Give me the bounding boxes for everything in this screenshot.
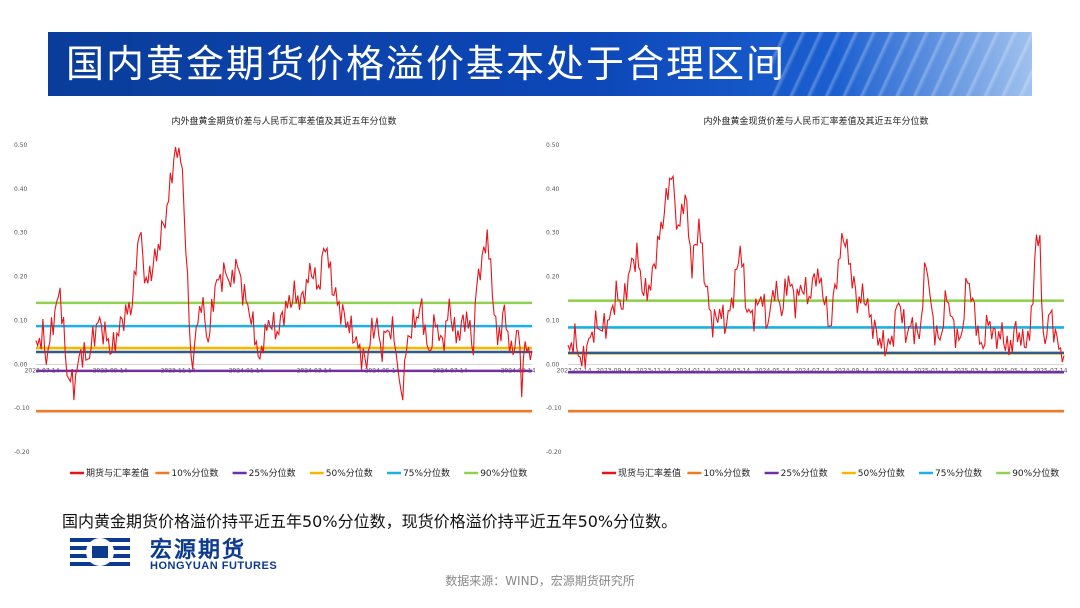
legend-label: 90%分位数 (1012, 467, 1059, 479)
x-tick-label: 2024-03-14 (715, 367, 750, 374)
y-tick-label: -0.10 (14, 405, 30, 412)
legend-label: 25%分位数 (249, 467, 296, 479)
y-tick-label: 0.00 (14, 361, 28, 368)
page-title: 国内黄金期货价格溢价基本处于合理区间 (66, 42, 787, 86)
y-tick-label: 0.50 (546, 142, 560, 149)
x-tick-label: 2024-09-14 (834, 367, 869, 374)
y-tick-label: 0.30 (546, 230, 560, 237)
legend-label: 10%分位数 (171, 467, 218, 479)
y-tick-label: 0.30 (14, 230, 28, 237)
legend-label: 期货与汇率差值 (86, 467, 149, 479)
chart-title: 内外盘黄金期货价差与人民币汇率差值及其近五年分位数 (171, 115, 396, 127)
y-tick-label: -0.20 (546, 449, 562, 456)
legend-label: 25%分位数 (781, 467, 828, 479)
legend-label: 10%分位数 (703, 467, 750, 479)
y-tick-label: 0.20 (14, 274, 28, 281)
x-tick-label: 2024-05-14 (755, 367, 790, 374)
company-logo: 宏源期货 HONGYUAN FUTURES (70, 530, 330, 574)
legend-label: 75%分位数 (403, 467, 450, 479)
y-tick-label: 0.10 (546, 317, 560, 324)
legend-label: 90%分位数 (480, 467, 527, 479)
chart-futures-svg: 内外盘黄金期货价差与人民币汇率差值及其近五年分位数 0.50 0.40 0.30 0.2… (14, 115, 536, 479)
y-tick-label: 0.00 (546, 361, 560, 368)
x-tick-label: 2025-03-14 (953, 367, 988, 374)
x-tick-label: 2024-01-14 (676, 367, 711, 374)
chart-title: 内外盘黄金现货价差与人民币汇率差值及其近五年分位数 (703, 115, 928, 127)
x-tick-label: 2025-01-14 (914, 367, 949, 374)
summary-text: 国内黄金期货价格溢价持平近五年50%分位数，现货价格溢价持平近五年50%分位数。 (62, 512, 678, 531)
y-tick-label: -0.20 (14, 449, 30, 456)
chart-spot-svg: 内外盘黄金现货价差与人民币汇率差值及其近五年分位数 0.50 0.40 0.30 0.2… (546, 115, 1068, 479)
banner-decoration (772, 32, 1032, 96)
logo-chinese-name: 宏源期货 (150, 538, 247, 563)
y-tick-label: -0.10 (546, 405, 562, 412)
chart-spot-premium: 内外盘黄金现货价差与人民币汇率差值及其近五年分位数 0.50 0.40 0.30 0.2… (542, 100, 1072, 492)
title-banner: 国内黄金期货价格溢价基本处于合理区间 (48, 32, 1032, 96)
y-tick-label: 0.20 (546, 274, 560, 281)
y-tick-label: 0.40 (14, 186, 28, 193)
x-tick-label: 2025-05-14 (993, 367, 1028, 374)
y-tick-label: 0.10 (14, 317, 28, 324)
legend-label: 75%分位数 (935, 467, 982, 479)
x-tick-label: 2024-07-14 (795, 367, 830, 374)
logo-english-name: HONGYUAN FUTURES (150, 560, 278, 572)
x-tick-label: 2023-07-14 (557, 367, 592, 374)
x-tick-label: 2023-11-14 (636, 367, 671, 374)
legend-label: 50%分位数 (858, 467, 905, 479)
x-tick-label: 2023-09-14 (596, 367, 631, 374)
x-tick-label: 2024-11-14 (874, 367, 909, 374)
x-tick-label: 2025-07-14 (1033, 367, 1068, 374)
y-tick-label: 0.40 (546, 186, 560, 193)
series-line (567, 174, 1065, 368)
legend-label: 50%分位数 (326, 467, 373, 479)
y-tick-label: 0.50 (14, 142, 28, 149)
logo-icon (70, 538, 130, 566)
legend-label: 现货与汇率差值 (618, 467, 681, 479)
data-source: 数据来源：WIND，宏源期货研究所 (445, 574, 635, 588)
series-line (35, 146, 533, 401)
chart-futures-premium: 内外盘黄金期货价差与人民币汇率差值及其近五年分位数 0.50 0.40 0.30 0.2… (10, 100, 540, 492)
